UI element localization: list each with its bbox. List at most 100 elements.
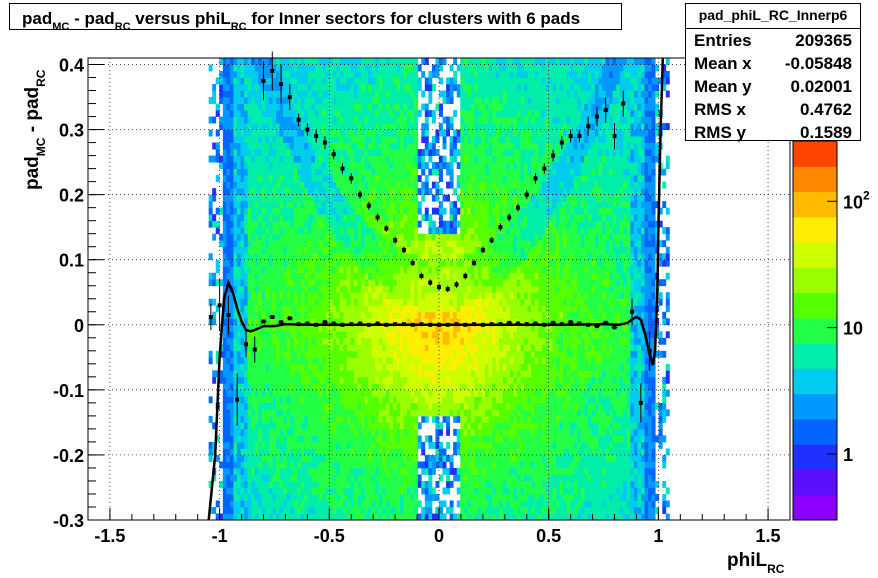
heatmap-cell — [467, 318, 472, 326]
heatmap-cell — [233, 188, 238, 196]
heatmap-cell — [293, 461, 298, 469]
heatmap-cell — [410, 506, 415, 514]
heatmap-cell — [307, 350, 312, 358]
heatmap-cell — [431, 259, 436, 267]
heatmap-cell — [222, 149, 227, 157]
heatmap-cell — [290, 168, 295, 176]
heatmap-cell — [396, 428, 401, 436]
heatmap-cell — [275, 396, 280, 404]
heatmap-cell — [283, 259, 288, 267]
heatmap-cell — [357, 246, 362, 254]
heatmap-cell — [417, 298, 422, 306]
heatmap-cell — [456, 500, 461, 508]
heatmap-cell — [350, 461, 355, 469]
heatmap-cell — [283, 480, 288, 488]
heatmap-cell — [346, 175, 351, 183]
heatmap-cell — [396, 467, 401, 475]
heatmap-cell — [368, 162, 373, 170]
heatmap-cell — [400, 513, 404, 521]
heatmap-cell — [311, 181, 316, 189]
heatmap-cell — [403, 103, 408, 111]
heatmap-cell — [470, 441, 475, 449]
heatmap-cell — [343, 350, 348, 358]
heatmap-cell — [477, 396, 482, 404]
heatmap-cell — [435, 188, 440, 196]
heatmap-cell — [467, 259, 472, 267]
heatmap-cell — [229, 318, 234, 326]
heatmap-cell — [297, 467, 302, 475]
heatmap-cell — [314, 58, 319, 65]
heatmap-cell — [283, 181, 288, 189]
heatmap-cell — [403, 84, 408, 91]
heatmap-cell — [463, 350, 468, 358]
heatmap-cell — [272, 441, 277, 449]
heatmap-cell — [382, 272, 387, 280]
heatmap-cell — [219, 376, 224, 384]
heatmap-cell — [265, 207, 270, 215]
heatmap-cell — [325, 357, 330, 365]
heatmap-cell — [364, 357, 369, 365]
heatmap-cell — [244, 318, 249, 326]
heatmap-cell — [336, 207, 341, 215]
heatmap-cell — [375, 461, 380, 469]
heatmap-cell — [460, 331, 465, 339]
heatmap-cell — [254, 181, 259, 189]
heatmap-cell — [460, 441, 465, 449]
heatmap-cell — [325, 324, 330, 332]
heatmap-cell — [361, 84, 365, 91]
heatmap-cell — [229, 181, 234, 189]
heatmap-cell — [346, 71, 351, 78]
heatmap-cell — [240, 448, 245, 456]
heatmap-cell — [304, 220, 309, 228]
heatmap-cell — [403, 162, 408, 170]
heatmap-cell — [364, 376, 369, 384]
heatmap-cell — [357, 272, 362, 280]
heatmap-cell — [314, 350, 319, 358]
heatmap-cell — [396, 220, 401, 228]
heatmap-cell — [258, 142, 263, 150]
heatmap-cell — [460, 246, 465, 254]
heatmap-cell — [463, 194, 468, 202]
heatmap-cell — [332, 246, 337, 254]
heatmap-cell — [247, 331, 252, 339]
heatmap-cell — [371, 357, 376, 365]
heatmap-cell — [442, 324, 447, 332]
heatmap-cell — [467, 298, 472, 306]
heatmap-cell — [421, 383, 426, 391]
heatmap-cell — [392, 298, 397, 306]
heatmap-cell — [474, 266, 479, 274]
heatmap-cell — [456, 435, 461, 443]
heatmap-cell — [371, 402, 376, 410]
heatmap-cell — [229, 253, 234, 261]
heatmap-cell — [385, 428, 390, 436]
heatmap-cell — [336, 311, 341, 319]
heatmap-cell — [322, 240, 326, 248]
heatmap-cell — [421, 331, 426, 339]
heatmap-cell — [219, 240, 224, 248]
heatmap-cell — [414, 214, 419, 222]
heatmap-cell — [449, 513, 454, 521]
heatmap-cell — [421, 311, 426, 319]
heatmap-cell — [361, 285, 365, 293]
heatmap-cell — [329, 331, 334, 339]
heatmap-cell — [268, 253, 273, 261]
heatmap-cell — [247, 71, 252, 78]
heatmap-cell — [286, 162, 291, 170]
heatmap-cell — [414, 461, 419, 469]
heatmap-cell — [222, 376, 227, 384]
heatmap-cell — [463, 266, 468, 274]
heatmap-cell — [304, 298, 309, 306]
heatmap-cell — [240, 207, 245, 215]
heatmap-cell — [439, 331, 443, 339]
heatmap-cell — [247, 474, 252, 482]
heatmap-cell — [424, 84, 429, 91]
heatmap-cell — [361, 272, 365, 280]
heatmap-cell — [371, 71, 376, 78]
heatmap-cell — [251, 441, 256, 449]
heatmap-cell — [222, 272, 227, 280]
heatmap-cell — [293, 207, 298, 215]
heatmap-cell — [414, 90, 419, 98]
heatmap-cell — [389, 318, 394, 326]
heatmap-cell — [322, 357, 326, 365]
heatmap-cell — [403, 90, 408, 98]
